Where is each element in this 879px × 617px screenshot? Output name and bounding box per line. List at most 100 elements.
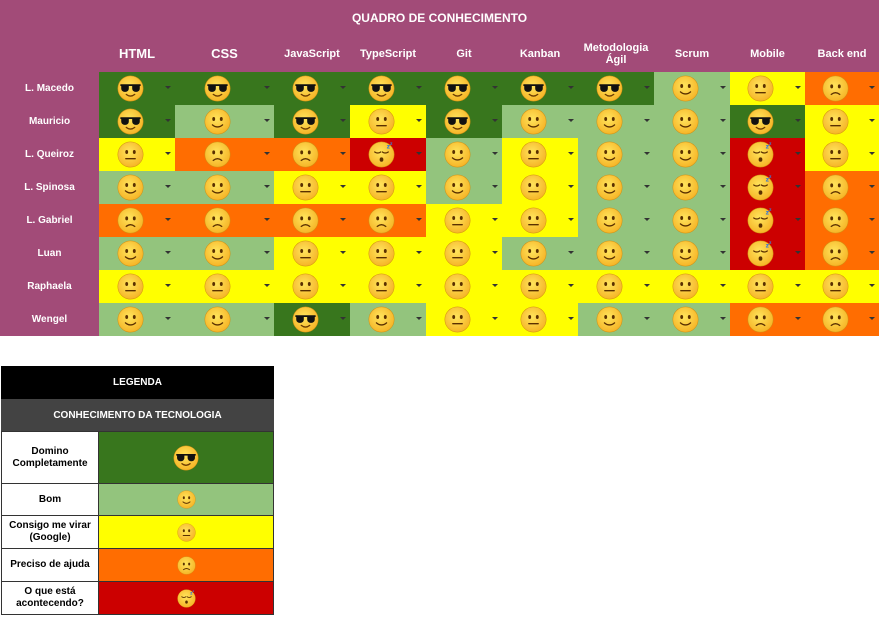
dropdown-caret-icon[interactable]: [264, 251, 270, 254]
level-dropdown-cell[interactable]: [274, 303, 350, 336]
level-dropdown-cell[interactable]: [578, 303, 654, 336]
level-dropdown-cell[interactable]: [502, 204, 578, 237]
dropdown-caret-icon[interactable]: [416, 218, 422, 221]
dropdown-caret-icon[interactable]: [568, 284, 574, 287]
level-dropdown-cell[interactable]: [502, 237, 578, 270]
level-dropdown-cell[interactable]: [99, 303, 175, 336]
level-dropdown-cell[interactable]: [502, 270, 578, 303]
level-dropdown-cell[interactable]: [502, 171, 578, 204]
dropdown-caret-icon[interactable]: [416, 284, 422, 287]
dropdown-caret-icon[interactable]: [644, 218, 650, 221]
dropdown-caret-icon[interactable]: [165, 119, 171, 122]
dropdown-caret-icon[interactable]: [264, 86, 270, 89]
dropdown-caret-icon[interactable]: [644, 317, 650, 320]
dropdown-caret-icon[interactable]: [795, 119, 801, 122]
level-dropdown-cell[interactable]: [805, 237, 879, 270]
level-dropdown-cell[interactable]: [175, 204, 274, 237]
level-dropdown-cell[interactable]: [805, 270, 879, 303]
level-dropdown-cell[interactable]: [654, 171, 730, 204]
dropdown-caret-icon[interactable]: [644, 86, 650, 89]
dropdown-caret-icon[interactable]: [869, 251, 875, 254]
dropdown-caret-icon[interactable]: [644, 119, 650, 122]
dropdown-caret-icon[interactable]: [869, 86, 875, 89]
level-dropdown-cell[interactable]: [654, 138, 730, 171]
dropdown-caret-icon[interactable]: [568, 185, 574, 188]
level-dropdown-cell[interactable]: [99, 270, 175, 303]
level-dropdown-cell[interactable]: [99, 171, 175, 204]
dropdown-caret-icon[interactable]: [492, 119, 498, 122]
dropdown-caret-icon[interactable]: [795, 284, 801, 287]
dropdown-caret-icon[interactable]: [416, 185, 422, 188]
level-dropdown-cell[interactable]: [805, 204, 879, 237]
level-dropdown-cell[interactable]: [274, 237, 350, 270]
level-dropdown-cell[interactable]: [99, 138, 175, 171]
dropdown-caret-icon[interactable]: [720, 152, 726, 155]
dropdown-caret-icon[interactable]: [492, 251, 498, 254]
level-dropdown-cell[interactable]: [350, 270, 426, 303]
dropdown-caret-icon[interactable]: [416, 86, 422, 89]
dropdown-caret-icon[interactable]: [340, 185, 346, 188]
level-dropdown-cell[interactable]: [426, 72, 502, 105]
level-dropdown-cell[interactable]: [730, 72, 805, 105]
dropdown-caret-icon[interactable]: [492, 218, 498, 221]
level-dropdown-cell[interactable]: [175, 105, 274, 138]
dropdown-caret-icon[interactable]: [340, 317, 346, 320]
level-dropdown-cell[interactable]: [578, 138, 654, 171]
dropdown-caret-icon[interactable]: [720, 185, 726, 188]
dropdown-caret-icon[interactable]: [568, 317, 574, 320]
dropdown-caret-icon[interactable]: [795, 152, 801, 155]
level-dropdown-cell[interactable]: [502, 72, 578, 105]
level-dropdown-cell[interactable]: [274, 138, 350, 171]
dropdown-caret-icon[interactable]: [795, 218, 801, 221]
dropdown-caret-icon[interactable]: [869, 218, 875, 221]
level-dropdown-cell[interactable]: [274, 72, 350, 105]
level-dropdown-cell[interactable]: [654, 303, 730, 336]
level-dropdown-cell[interactable]: [502, 138, 578, 171]
dropdown-caret-icon[interactable]: [340, 152, 346, 155]
dropdown-caret-icon[interactable]: [264, 185, 270, 188]
level-dropdown-cell[interactable]: [350, 204, 426, 237]
dropdown-caret-icon[interactable]: [416, 317, 422, 320]
level-dropdown-cell[interactable]: [274, 270, 350, 303]
level-dropdown-cell[interactable]: [654, 72, 730, 105]
level-dropdown-cell[interactable]: [578, 204, 654, 237]
dropdown-caret-icon[interactable]: [869, 317, 875, 320]
dropdown-caret-icon[interactable]: [165, 317, 171, 320]
level-dropdown-cell[interactable]: [274, 105, 350, 138]
level-dropdown-cell[interactable]: [730, 303, 805, 336]
level-dropdown-cell[interactable]: [426, 171, 502, 204]
level-dropdown-cell[interactable]: [350, 303, 426, 336]
level-dropdown-cell[interactable]: [426, 303, 502, 336]
level-dropdown-cell[interactable]: [175, 72, 274, 105]
level-dropdown-cell[interactable]: [426, 204, 502, 237]
dropdown-caret-icon[interactable]: [568, 86, 574, 89]
level-dropdown-cell[interactable]: [654, 204, 730, 237]
level-dropdown-cell[interactable]: [175, 303, 274, 336]
level-dropdown-cell[interactable]: [654, 237, 730, 270]
level-dropdown-cell[interactable]: [426, 105, 502, 138]
level-dropdown-cell[interactable]: [426, 237, 502, 270]
dropdown-caret-icon[interactable]: [165, 185, 171, 188]
dropdown-caret-icon[interactable]: [264, 284, 270, 287]
level-dropdown-cell[interactable]: [578, 237, 654, 270]
dropdown-caret-icon[interactable]: [568, 152, 574, 155]
level-dropdown-cell[interactable]: [502, 105, 578, 138]
dropdown-caret-icon[interactable]: [720, 251, 726, 254]
level-dropdown-cell[interactable]: [805, 72, 879, 105]
level-dropdown-cell[interactable]: [730, 270, 805, 303]
dropdown-caret-icon[interactable]: [492, 86, 498, 89]
dropdown-caret-icon[interactable]: [644, 251, 650, 254]
dropdown-caret-icon[interactable]: [165, 218, 171, 221]
level-dropdown-cell[interactable]: [175, 237, 274, 270]
dropdown-caret-icon[interactable]: [340, 86, 346, 89]
level-dropdown-cell[interactable]: [350, 72, 426, 105]
level-dropdown-cell[interactable]: [350, 171, 426, 204]
level-dropdown-cell[interactable]: [99, 105, 175, 138]
dropdown-caret-icon[interactable]: [492, 152, 498, 155]
dropdown-caret-icon[interactable]: [720, 119, 726, 122]
dropdown-caret-icon[interactable]: [264, 152, 270, 155]
dropdown-caret-icon[interactable]: [165, 86, 171, 89]
dropdown-caret-icon[interactable]: [264, 119, 270, 122]
